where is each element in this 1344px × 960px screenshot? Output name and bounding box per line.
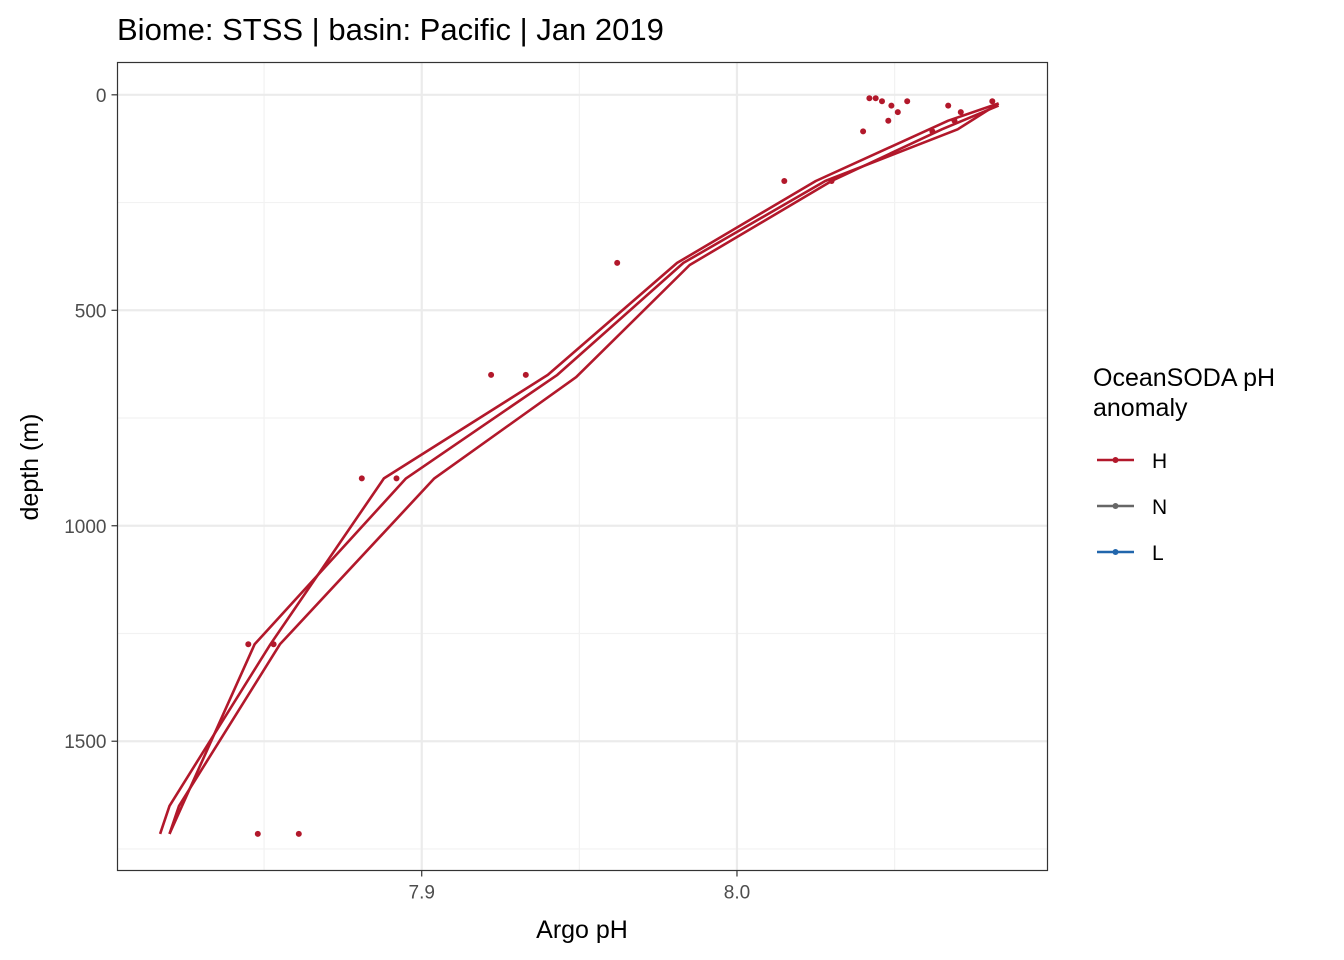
data-point [270, 641, 277, 648]
legend-label: L [1152, 542, 1164, 565]
chart-title: Biome: STSS | basin: Pacific | Jan 2019 [117, 12, 664, 47]
legend-title-line: anomaly [1093, 394, 1188, 422]
legend: OceanSODA pH anomaly HNL [1093, 364, 1275, 565]
data-point [866, 95, 873, 102]
y-tick-label: 1000 [64, 517, 106, 538]
grid-minor [117, 62, 1048, 871]
series-line-H-3 [168, 104, 1000, 835]
data-point [929, 128, 936, 135]
x-axis-title: Argo pH [536, 916, 628, 944]
legend-label: H [1152, 450, 1167, 473]
legend-key-point [1112, 503, 1119, 509]
data-point [885, 117, 892, 124]
data-point [860, 128, 867, 135]
series-layer [158, 95, 1000, 837]
y-axis: 0 500 1000 1500 [64, 86, 118, 753]
legend-item-n: N [1097, 496, 1167, 519]
y-axis-title: depth (m) [16, 414, 44, 521]
series-line-H-1 [168, 102, 1000, 835]
data-point [872, 95, 879, 102]
legend-key-point [1112, 457, 1119, 463]
data-point [989, 98, 996, 105]
legend-item-h: H [1097, 450, 1167, 473]
legend-items: HNL [1097, 450, 1167, 565]
y-tick-label: 500 [75, 301, 107, 322]
legend-key-point [1112, 549, 1119, 555]
data-point [522, 371, 529, 378]
y-tick-label: 1500 [64, 732, 106, 753]
x-tick-label: 8.0 [724, 883, 750, 904]
data-point [888, 102, 895, 109]
data-point [879, 98, 885, 105]
x-tick-label: 7.9 [409, 883, 435, 904]
legend-item-l: L [1097, 542, 1164, 565]
data-point [945, 102, 952, 109]
series-line-H-2 [158, 102, 1000, 835]
legend-label: N [1152, 496, 1167, 519]
data-point [951, 117, 958, 124]
x-axis: 7.9 8.0 [409, 870, 750, 904]
data-point [393, 475, 400, 482]
legend-title: OceanSODA pH anomaly [1093, 364, 1275, 422]
panel-border [116, 61, 1049, 872]
data-point [894, 109, 901, 116]
data-point [295, 830, 302, 837]
y-tick-label: 0 [96, 86, 107, 107]
plot-panel [117, 62, 1048, 871]
data-point [358, 475, 365, 482]
data-point [254, 830, 261, 837]
legend-title-line: OceanSODA pH [1093, 364, 1275, 392]
grid-major [117, 62, 1048, 871]
data-point [614, 259, 621, 266]
data-point [904, 98, 911, 105]
data-point [781, 178, 788, 184]
data-point [245, 641, 252, 648]
data-point [957, 109, 964, 116]
data-point [828, 178, 835, 184]
data-point [488, 371, 495, 378]
